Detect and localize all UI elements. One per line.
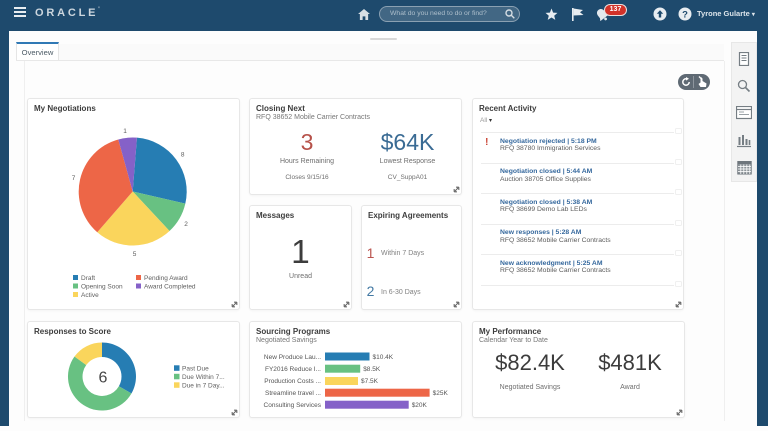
svg-text:Due in 7 Day...: Due in 7 Day...: [182, 382, 225, 389]
svg-text:8: 8: [181, 151, 185, 158]
svg-text:Consulting Services: Consulting Services: [264, 402, 322, 409]
svg-text:$10.4K: $10.4K: [373, 354, 394, 361]
svg-text:$7.5K: $7.5K: [361, 378, 379, 385]
svg-text:?: ?: [682, 9, 688, 20]
svg-text:1: 1: [123, 128, 127, 135]
svg-text:Active: Active: [81, 292, 99, 299]
svg-text:Pending Award: Pending Award: [144, 275, 188, 282]
svg-text:Past Due: Past Due: [182, 365, 209, 372]
svg-text:Opening Soon: Opening Soon: [81, 284, 123, 291]
svg-text:6: 6: [99, 370, 108, 387]
svg-text:Due Within 7...: Due Within 7...: [182, 374, 225, 381]
svg-text:5: 5: [133, 251, 137, 258]
svg-text:New Produce Lau...: New Produce Lau...: [264, 354, 321, 361]
svg-text:7: 7: [72, 175, 76, 182]
svg-text:$8.5K: $8.5K: [363, 366, 381, 373]
svg-text:Production Costs ...: Production Costs ...: [264, 378, 321, 385]
svg-text:Streamline travel ...: Streamline travel ...: [265, 390, 321, 397]
svg-text:$25K: $25K: [433, 390, 449, 397]
svg-text:2: 2: [184, 221, 188, 228]
svg-text:Award Completed: Award Completed: [144, 284, 196, 291]
svg-text:Draft: Draft: [81, 275, 95, 282]
svg-text:FY2016 Reduce I...: FY2016 Reduce I...: [265, 366, 321, 373]
svg-text:$20K: $20K: [412, 402, 428, 409]
